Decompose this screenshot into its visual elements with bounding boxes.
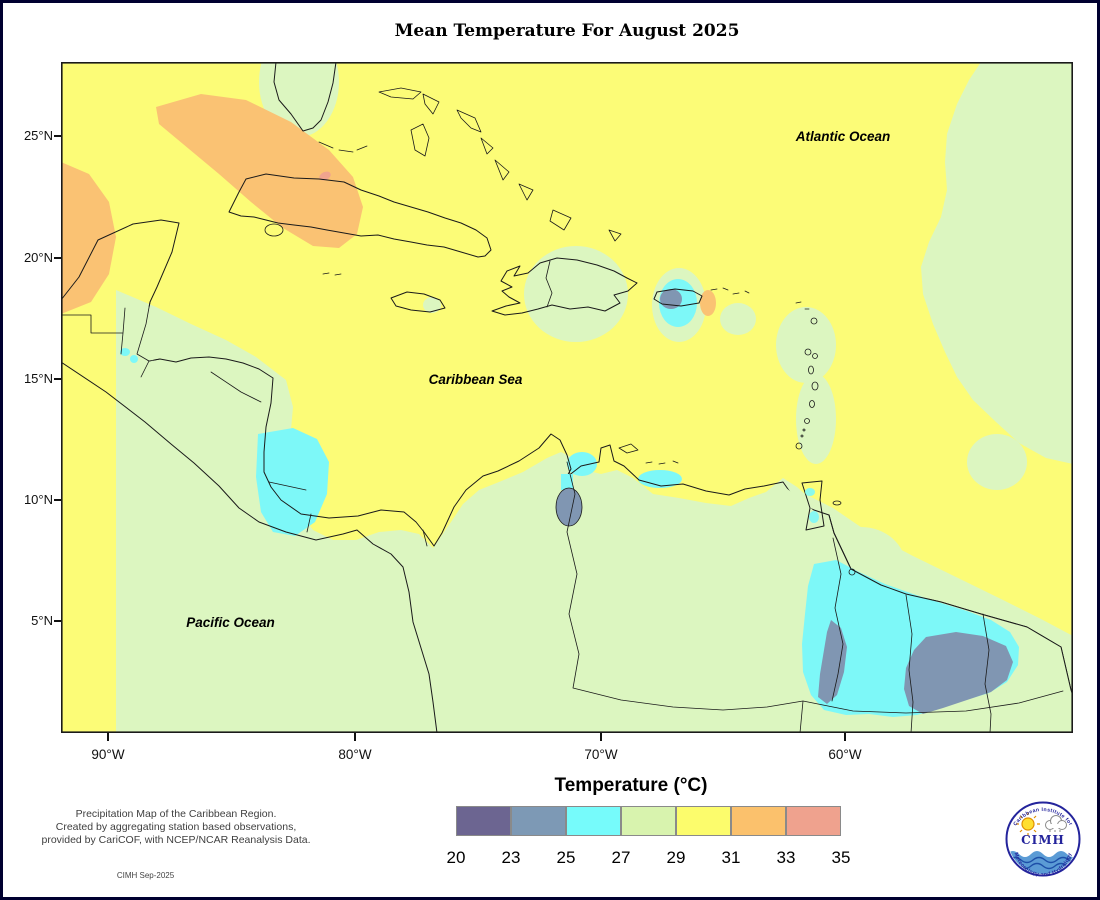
cuba-outline — [228, 173, 492, 258]
legend-swatch-20-23 — [456, 806, 511, 836]
island-outlines — [228, 87, 856, 576]
credits-block: Precipitation Map of the Caribbean Regio… — [11, 808, 341, 847]
x-tick-60w: 60°W — [828, 747, 862, 762]
land-temperature-patches — [120, 301, 1073, 717]
legend-tick-23: 23 — [501, 848, 521, 867]
y-tickmark — [54, 378, 61, 380]
y-tick-5n: 5°N — [31, 613, 53, 628]
y-tickmark — [54, 257, 61, 259]
legend-title: Temperature (°C) — [554, 775, 708, 796]
legend-tick-27: 27 — [611, 848, 631, 867]
page-title: Mean Temperature For August 2025 — [394, 21, 740, 41]
issuer-stamp: CIMH Sep-2025 — [116, 871, 175, 880]
legend-tick-29: 29 — [666, 848, 686, 867]
legend-swatch-31-33 — [731, 806, 786, 836]
legend-swatch-27-29 — [621, 806, 676, 836]
y-tickmark — [54, 135, 61, 137]
legend-tick-20: 20 — [446, 848, 466, 867]
logo-acronym: CIMH — [1021, 833, 1065, 847]
x-tickmark — [844, 733, 846, 741]
florida-coastline — [273, 62, 337, 132]
y-tickmark — [54, 620, 61, 622]
x-tickmark — [600, 733, 602, 741]
legend-swatch-25-27 — [566, 806, 621, 836]
legend-tick-25: 25 — [556, 848, 576, 867]
x-tickmark — [107, 733, 109, 741]
y-tick-15n: 15°N — [23, 371, 53, 386]
lesser-antilles-outlines — [618, 301, 856, 576]
jamaica-outline — [390, 291, 446, 313]
hispaniola-outline — [491, 257, 638, 316]
y-tickmark — [54, 499, 61, 501]
trinidad-outline — [801, 480, 825, 531]
logo-cloud-icon — [1045, 815, 1067, 832]
map-border — [61, 62, 1073, 733]
credits-line-3: provided by CariCOF, with NCEP/NCAR Rean… — [41, 834, 311, 846]
pacific-coastline — [61, 361, 438, 733]
logo-sun-icon — [1016, 812, 1040, 836]
x-tick-70w: 70°W — [584, 747, 618, 762]
political-borders — [61, 307, 1064, 733]
y-tick-25n: 25°N — [23, 128, 53, 143]
map-canvas — [61, 62, 1073, 733]
legend-swatch-29-31 — [676, 806, 731, 836]
y-tick-20n: 20°N — [23, 250, 53, 265]
x-tickmark — [354, 733, 356, 741]
x-tick-90w: 90°W — [91, 747, 125, 762]
legend-tick-35: 35 — [831, 848, 851, 867]
cimh-logo: CIMH Caribbean Institute for Meteorology… — [1005, 801, 1081, 877]
credits-line-1: Precipitation Map of the Caribbean Regio… — [75, 808, 277, 820]
credits-line-2: Created by aggregating station based obs… — [55, 821, 297, 833]
legend-swatch-23-25 — [511, 806, 566, 836]
atlantic-ocean-label: Atlantic Ocean — [795, 129, 891, 144]
x-tick-80w: 80°W — [338, 747, 372, 762]
y-tick-10n: 10°N — [23, 492, 53, 507]
caribbean-sea-label: Caribbean Sea — [428, 372, 523, 387]
pacific-ocean-label: Pacific Ocean — [186, 615, 275, 630]
legend-tick-31: 31 — [721, 848, 741, 867]
puerto-rico-outline — [653, 288, 703, 307]
legend-swatch-33-35 — [786, 806, 841, 836]
legend-tick-33: 33 — [776, 848, 796, 867]
